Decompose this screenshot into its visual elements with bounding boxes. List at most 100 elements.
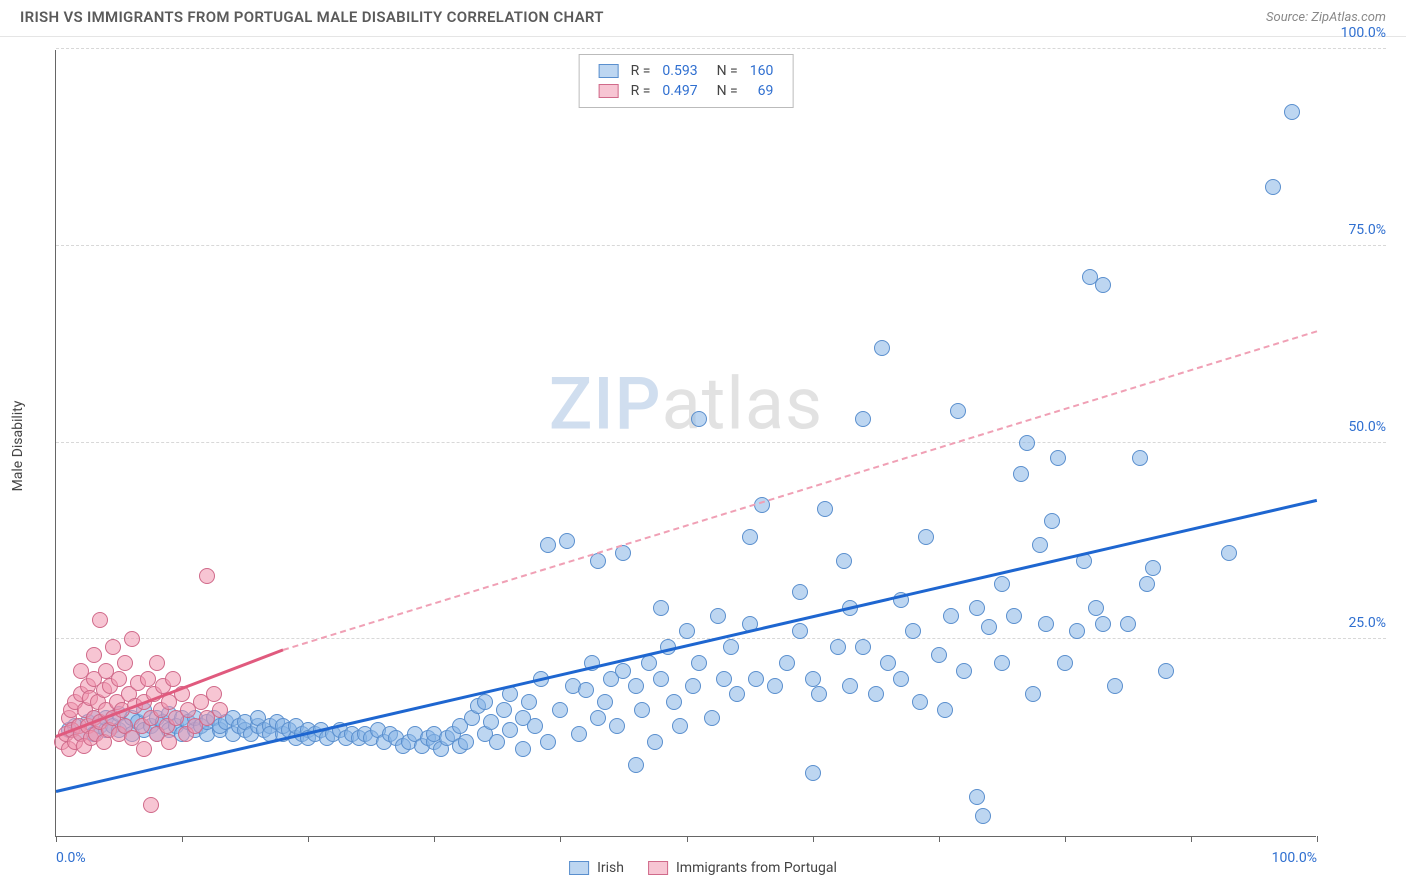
- scatter-point: [647, 734, 663, 750]
- scatter-point: [874, 340, 890, 356]
- stats-row: R =0.593N =160: [594, 62, 779, 80]
- source-attribution: Source: ZipAtlas.com: [1266, 10, 1386, 25]
- scatter-point: [842, 678, 858, 694]
- xtick: [1317, 836, 1318, 842]
- stats-legend-box: R =0.593N =160R =0.497N =69: [579, 54, 794, 108]
- scatter-point: [767, 678, 783, 694]
- scatter-point: [836, 553, 852, 569]
- scatter-point: [943, 608, 959, 624]
- series-legend: Irish Immigrants from Portugal: [569, 860, 837, 876]
- scatter-point: [527, 718, 543, 734]
- scatter-point: [578, 682, 594, 698]
- gridline: [56, 245, 1386, 246]
- scatter-point: [880, 655, 896, 671]
- scatter-point: [124, 631, 140, 647]
- scatter-point: [855, 411, 871, 427]
- xtick: [56, 836, 57, 842]
- scatter-point: [496, 702, 512, 718]
- scatter-point: [206, 686, 222, 702]
- scatter-point: [994, 655, 1010, 671]
- scatter-point: [704, 710, 720, 726]
- scatter-point: [931, 647, 947, 663]
- scatter-point: [590, 710, 606, 726]
- scatter-point: [1120, 616, 1136, 632]
- scatter-point: [975, 808, 991, 824]
- xtick: [1191, 836, 1192, 842]
- xtick: [939, 836, 940, 842]
- watermark-part1: ZIP: [549, 361, 662, 446]
- stats-swatch: [599, 84, 619, 98]
- plot-box: ZIPatlas R =0.593N =160R =0.497N =69 25.…: [55, 50, 1316, 837]
- scatter-point: [143, 797, 159, 813]
- xtick: [687, 836, 688, 842]
- scatter-point: [805, 671, 821, 687]
- ytick-label: 100.0%: [1326, 25, 1386, 41]
- xtick: [434, 836, 435, 842]
- scatter-point: [950, 403, 966, 419]
- scatter-point: [685, 678, 701, 694]
- swatch-portugal: [648, 861, 668, 875]
- legend-label-irish: Irish: [597, 860, 624, 876]
- scatter-point: [1006, 608, 1022, 624]
- scatter-point: [489, 734, 505, 750]
- scatter-point: [105, 639, 121, 655]
- scatter-point: [571, 726, 587, 742]
- scatter-point: [483, 714, 499, 730]
- scatter-point: [140, 671, 156, 687]
- swatch-irish: [569, 861, 589, 875]
- scatter-point: [868, 686, 884, 702]
- scatter-point: [1044, 513, 1060, 529]
- scatter-point: [559, 533, 575, 549]
- scatter-point: [1145, 560, 1161, 576]
- ytick-label: 75.0%: [1326, 222, 1386, 238]
- scatter-point: [199, 568, 215, 584]
- scatter-point: [212, 702, 228, 718]
- xtick: [308, 836, 309, 842]
- scatter-point: [136, 741, 152, 757]
- scatter-point: [597, 694, 613, 710]
- gridline: [56, 48, 1386, 49]
- legend-item-portugal: Immigrants from Portugal: [648, 860, 837, 876]
- scatter-point: [830, 639, 846, 655]
- trend-line: [56, 499, 1318, 793]
- scatter-point: [969, 789, 985, 805]
- scatter-point: [723, 639, 739, 655]
- scatter-point: [477, 694, 493, 710]
- scatter-point: [1013, 466, 1029, 482]
- ytick-label: 25.0%: [1326, 615, 1386, 631]
- scatter-point: [458, 734, 474, 750]
- scatter-point: [628, 678, 644, 694]
- scatter-point: [502, 722, 518, 738]
- scatter-point: [1107, 678, 1123, 694]
- scatter-point: [609, 718, 625, 734]
- scatter-point: [716, 671, 732, 687]
- scatter-point: [92, 612, 108, 628]
- scatter-point: [161, 734, 177, 750]
- xtick-label: 100.0%: [1272, 850, 1317, 866]
- scatter-point: [1038, 616, 1054, 632]
- scatter-point: [893, 671, 909, 687]
- scatter-point: [672, 718, 688, 734]
- scatter-point: [1284, 104, 1300, 120]
- scatter-point: [994, 576, 1010, 592]
- scatter-point: [666, 694, 682, 710]
- scatter-point: [628, 757, 644, 773]
- ytick-label: 50.0%: [1326, 419, 1386, 435]
- scatter-point: [748, 671, 764, 687]
- scatter-point: [1050, 450, 1066, 466]
- scatter-point: [918, 529, 934, 545]
- scatter-point: [165, 671, 181, 687]
- scatter-point: [792, 584, 808, 600]
- scatter-point: [1221, 545, 1237, 561]
- scatter-point: [855, 639, 871, 655]
- scatter-point: [905, 623, 921, 639]
- scatter-point: [742, 529, 758, 545]
- scatter-point: [515, 741, 531, 757]
- scatter-point: [811, 686, 827, 702]
- stats-table: R =0.593N =160R =0.497N =69: [592, 60, 781, 102]
- xtick: [560, 836, 561, 842]
- scatter-point: [956, 663, 972, 679]
- scatter-point: [691, 411, 707, 427]
- scatter-point: [1032, 537, 1048, 553]
- legend-item-irish: Irish: [569, 860, 624, 876]
